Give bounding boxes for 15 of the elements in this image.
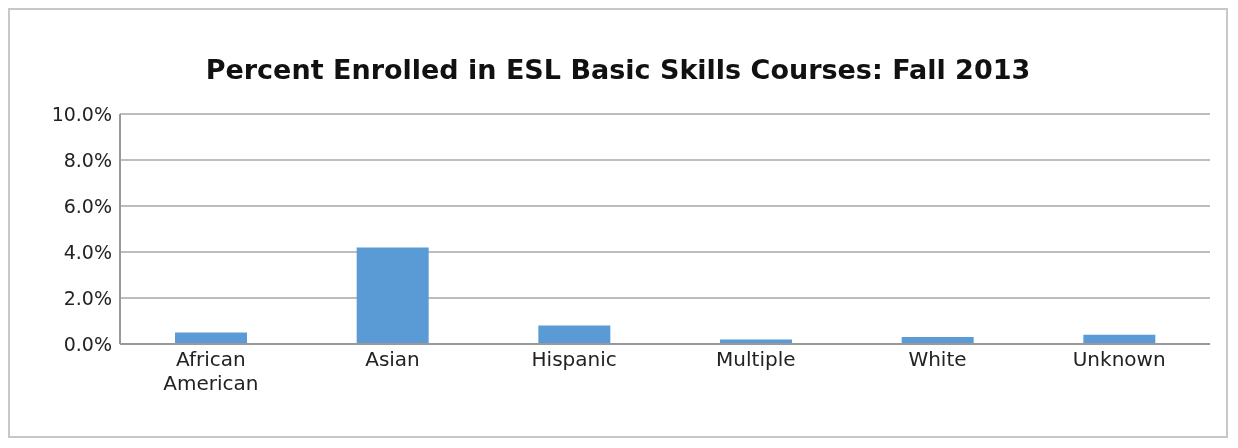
x-tick-label: Unknown (1072, 347, 1166, 371)
bar (356, 247, 429, 344)
x-tick-label: White (908, 347, 967, 371)
y-tick-label: 2.0% (63, 286, 112, 309)
y-tick-label: 4.0% (63, 240, 112, 263)
x-tick-label: Multiple (716, 347, 796, 371)
y-tick-label: 8.0% (63, 148, 112, 171)
bar (538, 325, 611, 344)
chart-title: Percent Enrolled in ESL Basic Skills Courses: Fall 2013 (204, 54, 1032, 87)
x-tick-label: Hispanic (531, 347, 617, 371)
x-tick-label: African American (163, 347, 259, 395)
x-tick-label: Asian (365, 347, 420, 371)
y-tick-label: 0.0% (63, 332, 112, 355)
y-tick-label: 6.0% (63, 194, 112, 217)
y-tick-label: 10.0% (51, 102, 112, 125)
